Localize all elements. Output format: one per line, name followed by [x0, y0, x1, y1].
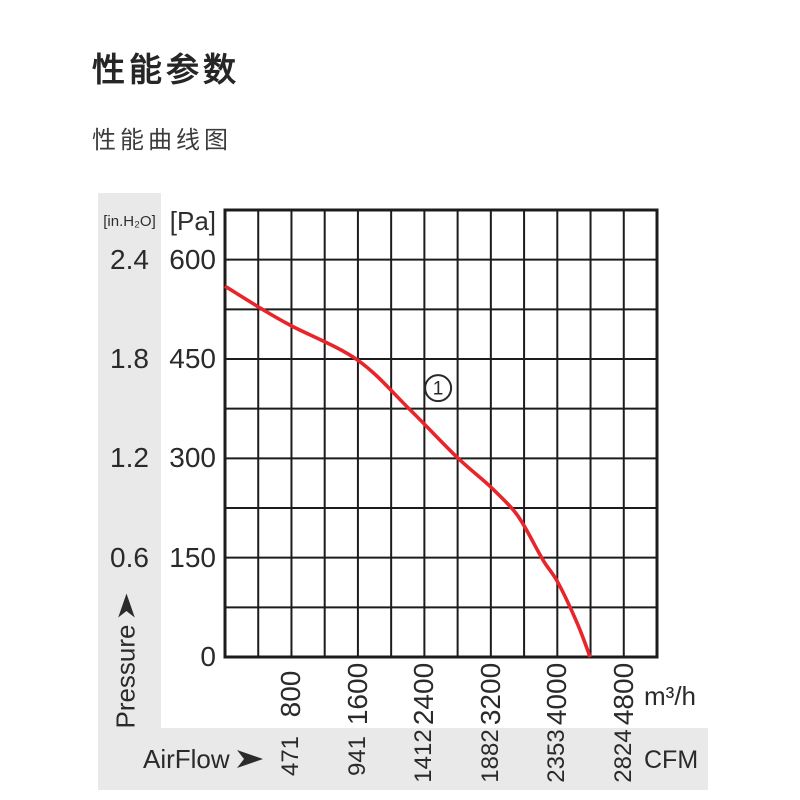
x-tick-cfm: 2824 [609, 729, 637, 783]
plot-area: 1 [223, 208, 659, 659]
y-tick-pa: 300 [169, 442, 216, 474]
x-tick-cfm: 941 [343, 735, 371, 777]
x-tick-m3h: 4000 [541, 662, 573, 726]
x-tick-cfm: 1412 [410, 729, 438, 783]
x-tick-cfm: 2353 [543, 729, 571, 783]
x-tick-m3h: 1600 [341, 662, 373, 726]
x-axis-unit-m3h: m³/h [644, 681, 696, 711]
x-tick-cfm: 1882 [476, 729, 504, 783]
y-tick-inh2o: 0.6 [110, 541, 149, 573]
airflow-axis-band [98, 728, 708, 790]
y-tick-pa: 600 [169, 243, 216, 275]
performance-curve [224, 284, 592, 658]
x-tick-m3h: 2400 [408, 662, 440, 726]
section-subtitle: 性能曲线图 [92, 127, 232, 154]
pressure-axis-label-text: Pressure [110, 624, 141, 729]
curve-number-marker [424, 374, 453, 403]
curve-number-label: 1 [433, 379, 444, 400]
x-tick-cfm: 471 [277, 735, 305, 777]
y-tick-inh2o: 1.2 [110, 442, 149, 474]
y-tick-inh2o: 1.8 [110, 343, 149, 374]
arrow-icon [236, 750, 263, 768]
arrow-icon [117, 593, 135, 618]
y-tick-pa: 0 [200, 641, 216, 672]
airflow-axis-label: AirFlow [143, 744, 263, 774]
y-axis-unit-pa: [Pa] [169, 206, 216, 236]
y-tick-inh2o: 2.4 [110, 243, 149, 275]
y-tick-pa: 450 [169, 343, 216, 374]
x-tick-m3h: 800 [275, 670, 307, 718]
plot-frame [223, 208, 659, 659]
airflow-axis-label-text: AirFlow [143, 744, 230, 774]
pressure-axis-label: Pressure [110, 593, 142, 729]
x-axis-unit-cfm: CFM [644, 746, 699, 774]
pressure-axis-band [98, 193, 161, 790]
x-tick-m3h: 3200 [474, 662, 506, 726]
x-tick-m3h: 4800 [607, 662, 639, 726]
page-title: 性能参数 [92, 51, 240, 88]
y-axis-unit-inh2o: [in.H₂O] [103, 213, 156, 230]
y-tick-pa: 150 [169, 541, 216, 573]
